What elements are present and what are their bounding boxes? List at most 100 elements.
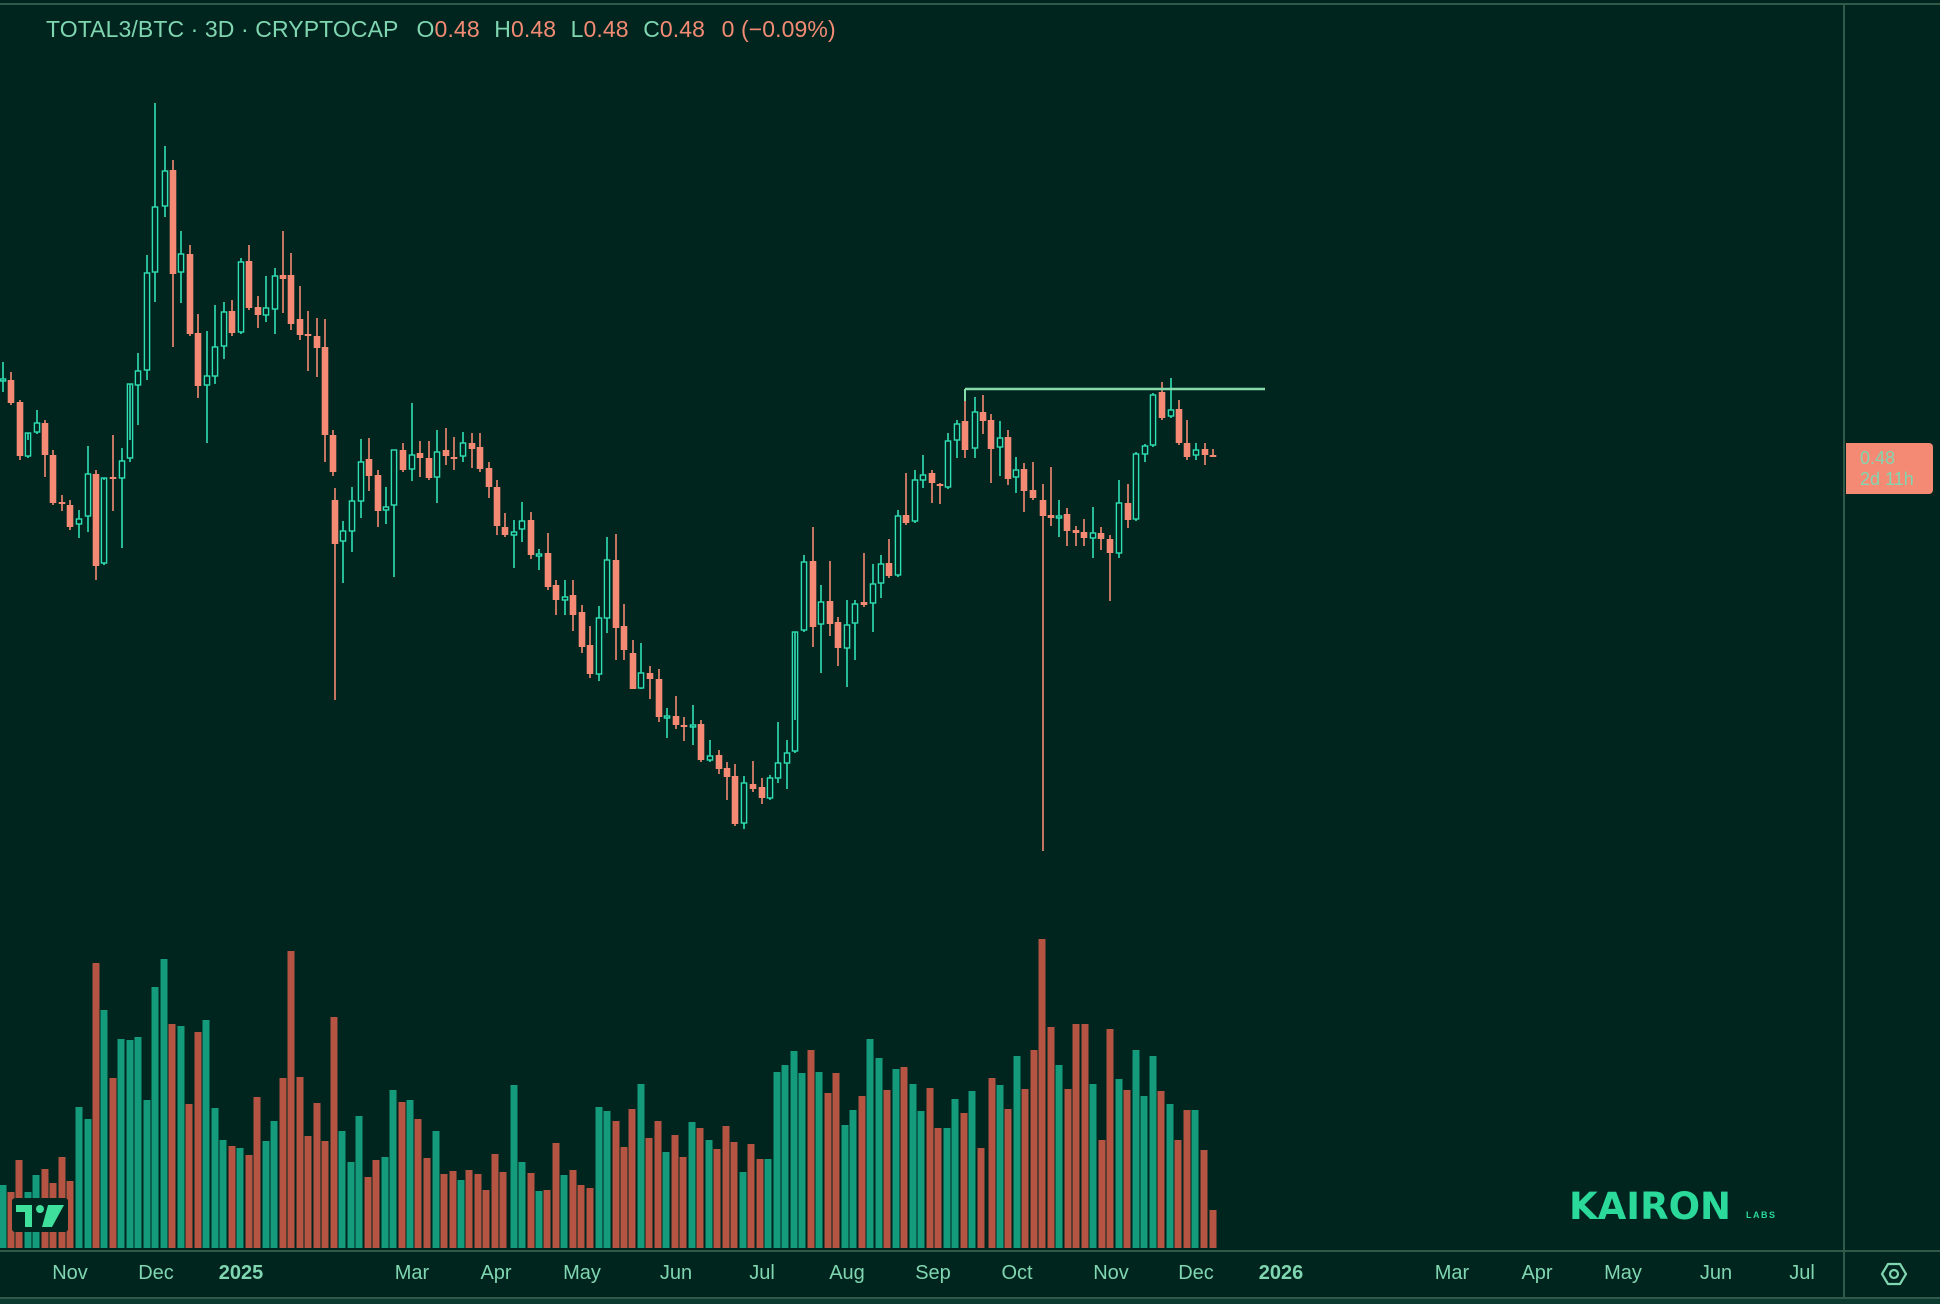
volume-bar bbox=[491, 1154, 499, 1248]
candle-up bbox=[100, 477, 108, 565]
settings-icon[interactable] bbox=[1880, 1260, 1908, 1288]
time-axis-label: Mar bbox=[394, 1262, 430, 1284]
volume-bar bbox=[595, 1107, 603, 1248]
candle-down bbox=[680, 717, 688, 741]
candle-down bbox=[1183, 420, 1191, 460]
candle-down bbox=[1209, 449, 1217, 457]
time-axis-label: Jul bbox=[749, 1262, 775, 1284]
volume-bar bbox=[449, 1171, 457, 1248]
volume-bar bbox=[518, 1162, 526, 1248]
volume-bar bbox=[807, 1050, 815, 1248]
volume-bar bbox=[960, 1113, 968, 1248]
candle-down bbox=[1124, 484, 1132, 528]
candle-up bbox=[177, 231, 185, 303]
volume-bar bbox=[364, 1177, 372, 1248]
candle-down bbox=[936, 483, 944, 504]
price-axis-divider bbox=[1843, 4, 1845, 1300]
candle-up bbox=[262, 276, 270, 322]
candle-down bbox=[826, 561, 834, 636]
candle-down bbox=[442, 428, 450, 465]
candle-down bbox=[66, 500, 74, 530]
volume-bar bbox=[66, 1181, 74, 1248]
candle-down bbox=[552, 580, 560, 615]
volume-bar bbox=[1132, 1050, 1140, 1248]
volume-bar bbox=[510, 1085, 518, 1248]
candle-down bbox=[578, 605, 586, 653]
time-axis-label: Jun bbox=[659, 1262, 693, 1284]
candle-down bbox=[331, 488, 339, 700]
candle-down bbox=[1029, 462, 1037, 500]
volume-bar bbox=[798, 1073, 806, 1248]
candle-down bbox=[169, 160, 177, 347]
price-chart[interactable] bbox=[0, 0, 1843, 1250]
candle-up bbox=[339, 521, 347, 583]
candle-down bbox=[485, 462, 493, 498]
volume-bar bbox=[185, 1104, 193, 1248]
volume-bar bbox=[875, 1058, 883, 1248]
volume-bar bbox=[679, 1157, 687, 1248]
volume-bar bbox=[747, 1144, 755, 1248]
volume-bar bbox=[1106, 1029, 1114, 1248]
candle-up bbox=[919, 455, 927, 488]
candle-down bbox=[834, 617, 842, 666]
candle-down bbox=[1047, 467, 1055, 526]
candle-up bbox=[561, 580, 569, 615]
candle-up bbox=[800, 555, 808, 632]
candle-up bbox=[1055, 500, 1063, 537]
candle-up bbox=[894, 510, 902, 577]
volume-bar bbox=[730, 1142, 738, 1248]
low-label: L bbox=[570, 16, 584, 42]
candle-down bbox=[586, 626, 594, 678]
candle-down bbox=[672, 696, 680, 729]
volume-bar bbox=[1123, 1090, 1131, 1248]
candle-up bbox=[783, 740, 791, 789]
candle-down bbox=[321, 319, 329, 462]
volume-bar bbox=[1098, 1140, 1106, 1248]
volume-bar bbox=[892, 1069, 900, 1248]
symbol-title[interactable]: TOTAL3/BTC · 3D · CRYPTOCAP bbox=[46, 16, 399, 42]
candle-down bbox=[493, 480, 501, 535]
volume-bar bbox=[211, 1108, 219, 1248]
volume-bar bbox=[432, 1131, 440, 1248]
candle-up bbox=[357, 439, 365, 518]
volume-bar bbox=[117, 1039, 125, 1248]
candle-down bbox=[287, 253, 295, 330]
brand-sub: LABS bbox=[1746, 1210, 1777, 1220]
volume-bar bbox=[1209, 1210, 1217, 1248]
candle-up bbox=[1089, 507, 1097, 558]
volume-bar bbox=[781, 1065, 789, 1248]
candle-up bbox=[971, 397, 979, 458]
bar-countdown: 2d 11h bbox=[1860, 469, 1914, 489]
time-axis-border bbox=[0, 1250, 1843, 1252]
time-axis-label: Mar bbox=[1434, 1262, 1470, 1284]
candle-down bbox=[194, 314, 202, 398]
time-axis-label: Nov bbox=[52, 1262, 88, 1284]
candle-down bbox=[527, 512, 535, 559]
candle-up bbox=[0, 362, 7, 392]
candle-down bbox=[425, 441, 433, 480]
volume-bar bbox=[815, 1072, 823, 1248]
candle-down bbox=[646, 666, 654, 699]
volume-bar bbox=[543, 1190, 551, 1248]
candle-up bbox=[1149, 393, 1157, 447]
candle-up bbox=[211, 305, 219, 384]
candle-down bbox=[715, 750, 723, 774]
volume-bar bbox=[654, 1121, 662, 1248]
high-value: 0.48 bbox=[510, 16, 557, 42]
volume-bar bbox=[934, 1128, 942, 1248]
volume-bar bbox=[977, 1148, 985, 1248]
volume-bar bbox=[773, 1072, 781, 1248]
candle-down bbox=[41, 420, 49, 477]
volume-bar bbox=[722, 1126, 730, 1248]
volume-bar bbox=[756, 1159, 764, 1248]
candle-down bbox=[16, 400, 24, 460]
volume-bar bbox=[883, 1090, 891, 1248]
open-label: O bbox=[416, 16, 435, 42]
candle-up bbox=[459, 432, 467, 462]
time-axis-label: Dec bbox=[1178, 1262, 1214, 1284]
tradingview-logo-icon[interactable] bbox=[12, 1198, 68, 1232]
volume-bars bbox=[0, 939, 1217, 1248]
volume-bar bbox=[662, 1152, 670, 1248]
candle-up bbox=[944, 433, 952, 489]
candle-down bbox=[1072, 526, 1080, 546]
